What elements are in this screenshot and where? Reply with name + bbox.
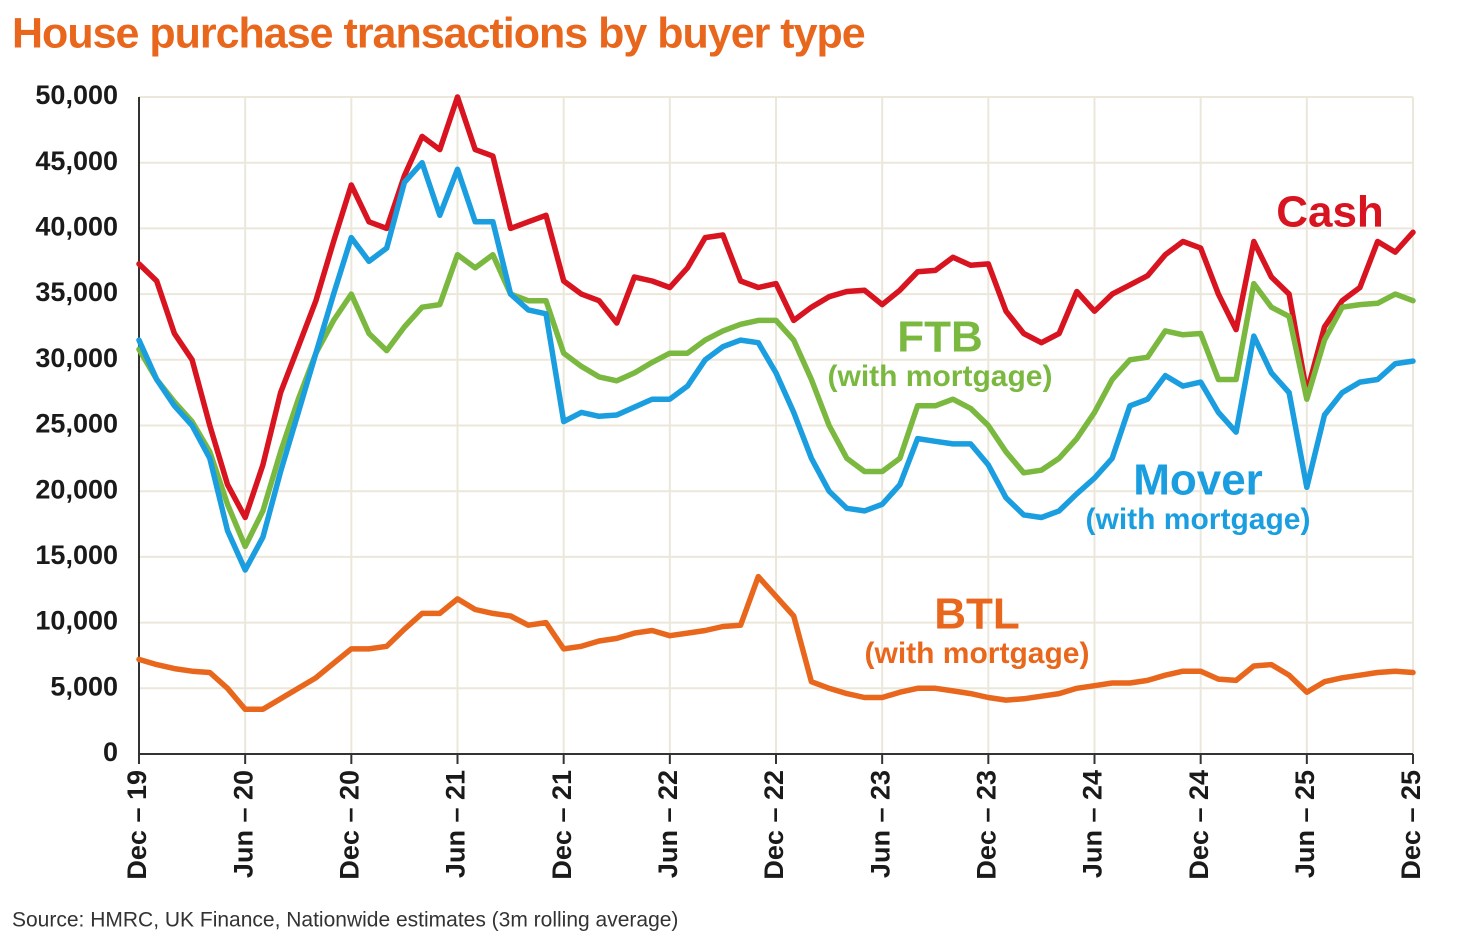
x-tick-label: Dec – 22	[759, 770, 789, 880]
y-tick-label: 20,000	[35, 474, 118, 504]
series-line	[136, 159, 1416, 573]
y-tick-label: 10,000	[35, 606, 118, 636]
y-tick-label: 0	[103, 737, 118, 767]
series-sublabel: (with mortgage)	[1086, 503, 1311, 536]
y-tick-label: 50,000	[35, 80, 118, 110]
series-line	[136, 251, 1416, 550]
x-tick-label: Jun – 20	[228, 770, 258, 878]
y-tick-label: 40,000	[35, 212, 118, 242]
series-sublabel: (with mortgage)	[828, 360, 1053, 393]
x-tick-label: Jun – 22	[653, 770, 683, 878]
series-sublabel: (with mortgage)	[865, 637, 1090, 670]
x-tick-label: Jun – 21	[441, 770, 471, 878]
y-tick-label: 45,000	[35, 146, 118, 176]
series-line	[136, 573, 1416, 713]
series-line	[136, 94, 1416, 521]
y-tick-label: 30,000	[35, 343, 118, 373]
chart-title: House purchase transactions by buyer typ…	[12, 9, 865, 57]
source-note: Source: HMRC, UK Finance, Nationwide est…	[12, 909, 678, 932]
x-tick-label: Dec – 23	[971, 770, 1001, 880]
x-tick-label: Jun – 24	[1078, 770, 1108, 878]
series-label: Cash	[1276, 188, 1384, 237]
series-label: FTB	[897, 313, 983, 362]
x-tick-label: Dec – 24	[1184, 770, 1214, 880]
y-tick-label: 5,000	[50, 671, 118, 701]
x-tick-label: Dec – 25	[1396, 770, 1426, 880]
series-label: Mover	[1133, 456, 1263, 505]
y-tick-label: 15,000	[35, 540, 118, 570]
series-label: BTL	[934, 590, 1020, 639]
y-tick-label: 25,000	[35, 409, 118, 439]
x-tick-label: Jun – 23	[865, 770, 895, 878]
y-tick-label: 35,000	[35, 277, 118, 307]
x-tick-label: Dec – 20	[334, 770, 364, 880]
x-tick-label: Dec – 21	[547, 770, 577, 880]
x-tick-label: Jun – 25	[1290, 770, 1320, 878]
x-tick-label: Dec – 19	[122, 770, 152, 880]
grid: 0 5,000 10,000 15,000 20,000 25,000 30,000 35,0…	[35, 80, 1426, 879]
